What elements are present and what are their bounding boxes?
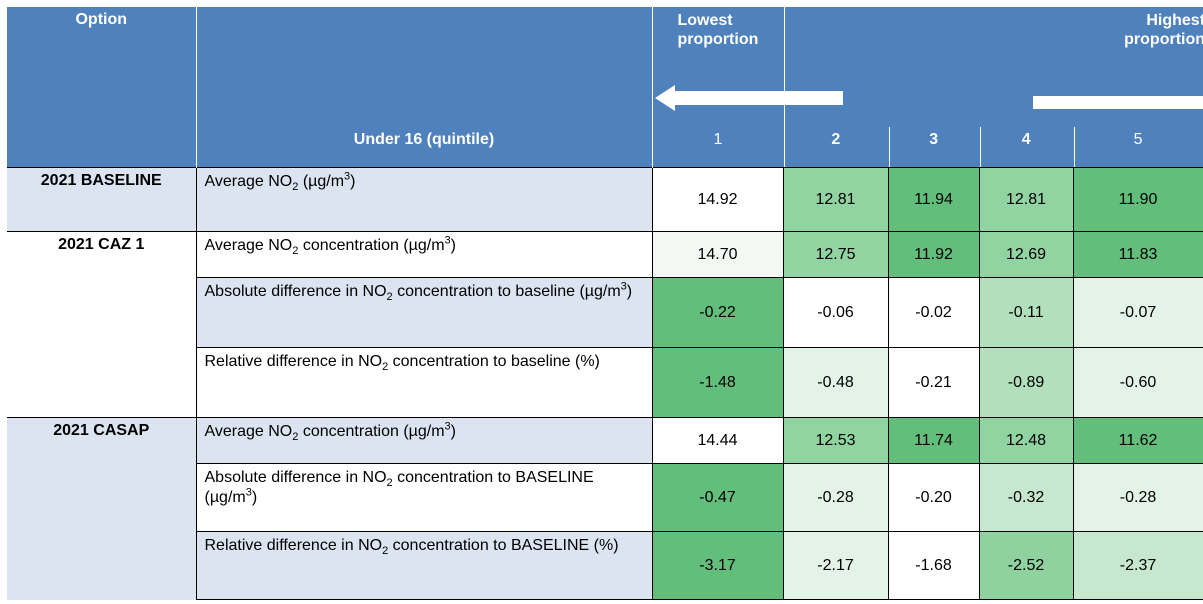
value-cell: -2.17 xyxy=(783,531,889,600)
value-cell: -0.28 xyxy=(783,463,889,532)
table-row: Relative difference in NO2 concentration… xyxy=(7,531,1203,600)
value-cell: 12.53 xyxy=(783,417,889,464)
value-cell: 11.92 xyxy=(888,231,980,278)
option-label: Option xyxy=(75,11,128,28)
quintile-4-label: 4 xyxy=(1021,131,1031,148)
description-cell: Average NO2 concentration (µg/m3) xyxy=(196,231,653,278)
quintile-2-label: 2 xyxy=(831,131,841,148)
value-cell: 12.69 xyxy=(979,231,1074,278)
value-cell: 11.74 xyxy=(888,417,980,464)
value-cell: 14.92 xyxy=(652,167,784,232)
description-cell: Average NO2 (µg/m3) xyxy=(196,167,653,232)
value-cell: -0.28 xyxy=(1073,463,1203,532)
value-cell: -0.02 xyxy=(888,277,980,348)
highest-proportion-label: Highest proportion xyxy=(1124,12,1203,48)
value-cell: -0.89 xyxy=(979,347,1074,418)
value-cell: 12.81 xyxy=(979,167,1074,232)
value-cell: -0.20 xyxy=(888,463,980,532)
value-cell: 11.62 xyxy=(1073,417,1203,464)
value-cell: -2.37 xyxy=(1073,531,1203,600)
table-row: 2021 CAZ 1 Average NO2 concentration (µg… xyxy=(7,231,1203,418)
option-cell: 2021 BASELINE xyxy=(7,167,197,232)
description-cell: Absolute difference in NO2 concentration… xyxy=(196,463,653,532)
lowest-proportion-label: Lowest proportion xyxy=(677,12,759,48)
value-cell: -1.68 xyxy=(888,531,980,600)
value-cell: -0.47 xyxy=(652,463,784,532)
value-cell: -0.11 xyxy=(979,277,1074,348)
table-row: Absolute difference in NO2 concentration… xyxy=(7,277,1203,348)
header-option: Option xyxy=(7,7,197,168)
table-row: 2021 BASELINE Average NO2 (µg/m3) 14.92 … xyxy=(7,167,1203,232)
value-cell: 14.70 xyxy=(652,231,784,278)
option-cell: 2021 CAZ 1 xyxy=(7,231,197,418)
no2-quintile-table: Option Under 16 (quintile) Lowest propor… xyxy=(7,7,1203,600)
table-row: 2021 CASAP Average NO2 concentration (µg… xyxy=(7,417,1203,600)
header-group: Under 16 (quintile) xyxy=(196,7,653,168)
value-cell: -0.07 xyxy=(1073,277,1203,348)
table-row: Relative difference in NO2 concentration… xyxy=(7,347,1203,418)
quintile-1-label: 1 xyxy=(713,131,723,148)
value-cell: 12.48 xyxy=(979,417,1074,464)
value-cell: -3.17 xyxy=(652,531,784,600)
value-cell: -0.06 xyxy=(783,277,889,348)
value-cell: -0.60 xyxy=(1073,347,1203,418)
value-cell: -0.22 xyxy=(652,277,784,348)
value-cell: 11.94 xyxy=(888,167,980,232)
value-cell: -2.52 xyxy=(979,531,1074,600)
value-cell: -0.21 xyxy=(888,347,980,418)
value-cell: 11.90 xyxy=(1073,167,1203,232)
right-arrow-icon xyxy=(1033,96,1203,109)
value-cell: 14.44 xyxy=(652,417,784,464)
left-arrow-icon xyxy=(654,85,843,111)
quintile-5-label: 5 xyxy=(1133,131,1143,148)
description-cell: Relative difference in NO2 concentration… xyxy=(196,347,653,418)
header-quintiles: Lowest proportion Highest proportion 1 2… xyxy=(652,7,1203,168)
value-cell: 12.75 xyxy=(783,231,889,278)
quintile-3-label: 3 xyxy=(929,131,939,148)
value-cell: -0.32 xyxy=(979,463,1074,532)
value-cell: -1.48 xyxy=(652,347,784,418)
value-cell: -0.48 xyxy=(783,347,889,418)
description-cell: Average NO2 concentration (µg/m3) xyxy=(196,417,653,464)
option-cell: 2021 CASAP xyxy=(7,417,197,600)
description-cell: Absolute difference in NO2 concentration… xyxy=(196,277,653,348)
table-row: Absolute difference in NO2 concentration… xyxy=(7,463,1203,532)
value-cell: 11.83 xyxy=(1073,231,1203,278)
value-cell: 12.81 xyxy=(783,167,889,232)
group-label: Under 16 (quintile) xyxy=(353,131,495,148)
description-cell: Relative difference in NO2 concentration… xyxy=(196,531,653,600)
